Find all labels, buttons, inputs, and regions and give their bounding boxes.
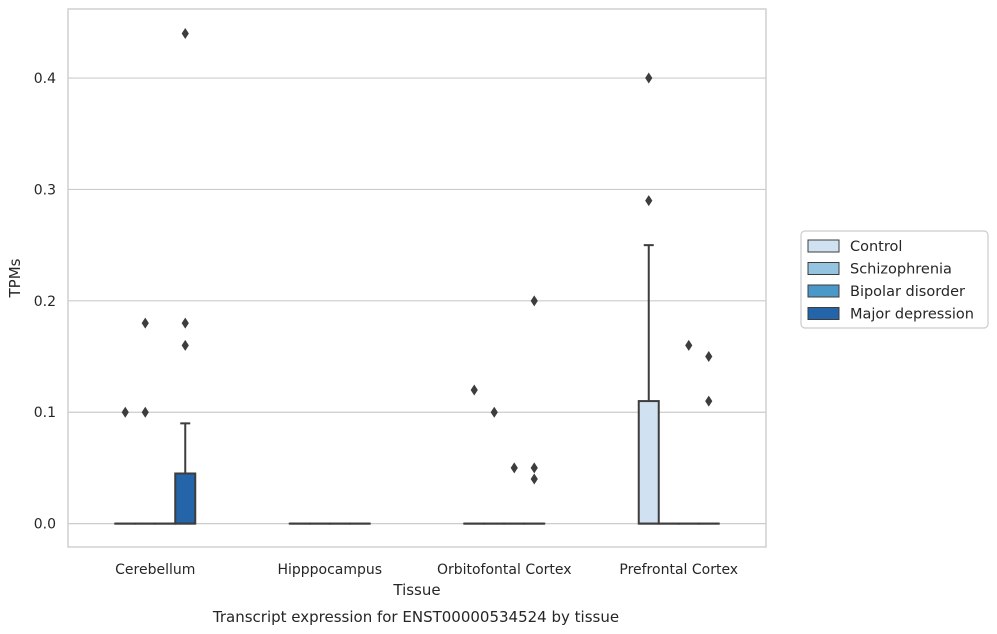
box [697,351,720,525]
outlier-point [141,406,149,418]
legend-item: Schizophrenia [807,262,952,278]
y-tick-label: 0.0 [34,517,56,533]
svg-text:Control: Control [850,239,902,255]
outlier-point [530,473,538,485]
legend-item: Bipolar disorder [807,284,965,300]
outlier-point [530,462,538,474]
outlier-point [181,339,189,351]
legend: Control Schizophrenia Bipolar disorder Majo… [800,230,989,329]
box-groups [114,28,720,525]
box [134,317,157,525]
svg-text:Bipolar disorder: Bipolar disorder [850,284,965,300]
x-tick-label: Hipppocampus [277,562,382,578]
box [677,339,700,525]
x-axis-label: Tissue [392,581,440,599]
y-tick-label: 0.1 [34,405,56,421]
outlier-point [705,351,713,363]
outlier-point [685,339,693,351]
box [503,462,526,525]
outlier-point [705,395,713,407]
outlier-point [470,384,478,396]
chart-caption: Transcript expression for ENST0000053452… [212,608,619,626]
outlier-point [645,72,653,84]
box [114,406,137,525]
x-tick-label: Orbitofontal Cortex [437,562,572,578]
legend-box [800,230,989,329]
box [174,28,197,525]
svg-text:Schizophrenia: Schizophrenia [850,262,952,278]
outlier-point [645,195,653,207]
outlier-point [181,317,189,329]
outlier-point [510,462,518,474]
y-tick-label: 0.3 [34,182,56,198]
x-axis-ticks: Cerebellum Hipppocampus Orbitofontal Corte… [115,562,738,578]
y-tick-label: 0.2 [34,294,56,310]
gridlines [68,77,766,525]
outlier-point [181,28,189,40]
outlier-point [121,406,129,418]
outlier-point [490,406,498,418]
box [523,295,546,525]
box [637,72,660,525]
y-axis-label: TPMs [6,258,24,298]
x-tick-label: Cerebellum [115,562,195,578]
x-tick-label: Prefrontal Cortex [619,562,738,578]
y-axis-ticks: 0.0 0.1 0.2 0.3 0.4 [34,71,56,533]
outlier-point [141,317,149,329]
y-tick-label: 0.4 [34,71,56,87]
legend-item: Control [807,239,902,255]
outlier-point [530,295,538,307]
legend-item: Major depression [807,307,974,323]
plot-frame [67,8,767,548]
box [483,406,506,525]
svg-text:Major depression: Major depression [850,307,974,323]
box [463,384,486,525]
